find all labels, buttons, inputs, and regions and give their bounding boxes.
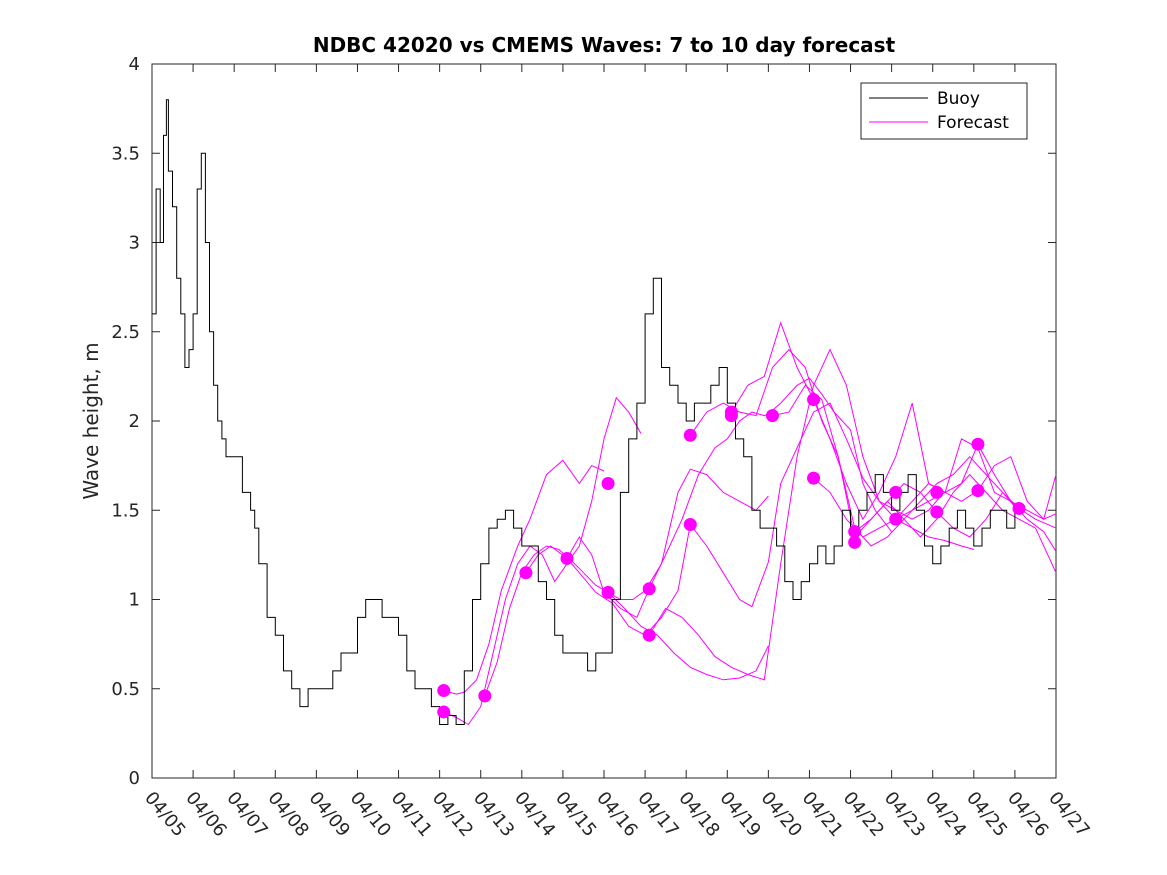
forecast-marker: [930, 485, 944, 499]
x-tick-label: 04/24: [921, 788, 970, 841]
y-tick-label: 1: [129, 590, 140, 611]
x-tick-label: 04/27: [1044, 788, 1093, 841]
plot-area: [152, 99, 1057, 726]
x-tick-label: 04/26: [1003, 788, 1052, 841]
buoy-line: [152, 99, 1016, 725]
axes-frame: [151, 63, 1057, 779]
forecast-markers: [437, 393, 1026, 719]
forecast-marker: [807, 393, 821, 407]
x-tick-label: 04/23: [880, 788, 929, 841]
y-tick-label: 3: [129, 233, 140, 254]
y-tick-label: 2: [129, 411, 140, 432]
buoy-series: [152, 99, 1016, 725]
x-tick-label: 04/22: [839, 788, 888, 841]
forecast-marker: [683, 518, 697, 532]
y-tick-label: 1.5: [111, 500, 140, 521]
x-tick-label: 04/13: [469, 788, 518, 841]
forecast-run-line: [484, 468, 769, 697]
forecast-marker: [601, 585, 615, 599]
forecast-marker: [848, 525, 862, 539]
axes-box: [151, 63, 1057, 779]
forecast-marker: [560, 551, 574, 565]
forecast-marker: [478, 689, 492, 703]
y-tick-label: 3.5: [111, 143, 140, 164]
forecast-run-line: [607, 592, 769, 681]
x-tick-label: 04/06: [181, 788, 230, 841]
x-tick-label: 04/17: [633, 788, 682, 841]
x-tick-label: 04/25: [962, 788, 1011, 841]
legend: Buoy Forecast: [860, 82, 1028, 140]
x-tick-label: 04/20: [757, 788, 806, 841]
forecast-marker: [601, 476, 615, 490]
forecast-marker: [724, 409, 738, 423]
forecast-marker: [848, 535, 862, 549]
forecast-marker: [437, 705, 451, 719]
x-tick-label: 04/21: [798, 788, 847, 841]
y-tick-label: 0.5: [111, 679, 140, 700]
y-tick-label: 2.5: [111, 322, 140, 343]
forecast-marker: [642, 628, 656, 642]
x-tick-label: 04/09: [305, 788, 354, 841]
forecast-marker: [765, 409, 779, 423]
x-tick-label: 04/16: [592, 788, 641, 841]
forecast-marker: [807, 471, 821, 485]
legend-box: [860, 82, 1028, 140]
forecast-marker: [437, 684, 451, 698]
legend-buoy-label: Buoy: [937, 89, 980, 109]
forecast-marker: [642, 582, 656, 596]
legend-forecast-label: Forecast: [937, 113, 1009, 133]
x-tick-label: 04/15: [551, 788, 600, 841]
x-tick-label: 04/14: [510, 788, 559, 841]
x-tick-label: 04/08: [263, 788, 312, 841]
forecast-marker: [889, 485, 903, 499]
x-tick-label: 04/05: [140, 788, 189, 841]
y-tick-label: 0: [129, 768, 140, 789]
chart-title: NDBC 42020 vs CMEMS Waves: 7 to 10 day f…: [313, 33, 896, 57]
x-tick-label: 04/10: [346, 788, 395, 841]
forecast-marker: [971, 484, 985, 498]
y-axis-label: Wave height, m: [79, 342, 103, 499]
forecast-run-line: [443, 396, 642, 726]
forecast-marker: [1012, 501, 1026, 515]
x-tick-label: 04/11: [387, 788, 436, 841]
forecast-marker: [971, 437, 985, 451]
forecast-marker: [930, 505, 944, 519]
x-tick-label: 04/07: [222, 788, 271, 841]
x-tick-label: 04/19: [715, 788, 764, 841]
x-tick-label: 04/12: [428, 788, 477, 841]
y-tick-label: 4: [129, 54, 140, 75]
forecast-marker: [519, 566, 533, 580]
forecast-run-line: [730, 321, 1057, 521]
forecast-run-line: [525, 377, 892, 619]
x-tick-label: 04/18: [674, 788, 723, 841]
forecast-marker: [889, 512, 903, 526]
forecast-marker: [683, 428, 697, 442]
